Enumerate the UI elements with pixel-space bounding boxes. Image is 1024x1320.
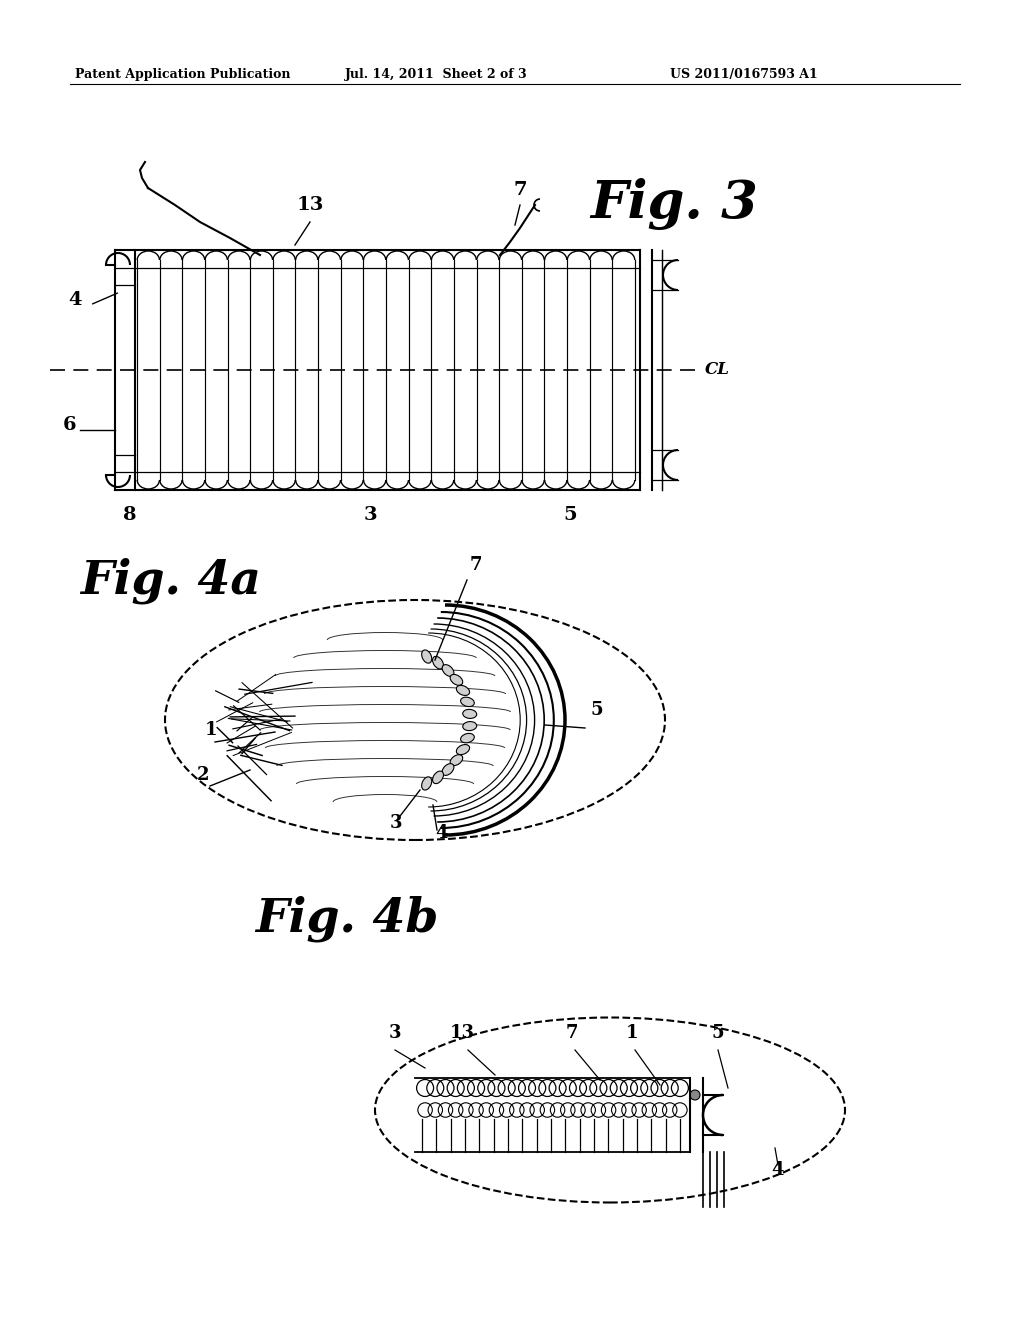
Ellipse shape [442,763,454,775]
Text: 7: 7 [470,556,482,574]
Circle shape [690,1090,700,1100]
Text: 3: 3 [364,506,377,524]
Text: CL: CL [705,362,730,379]
Ellipse shape [461,697,474,706]
Text: 4: 4 [435,824,447,842]
Text: 2: 2 [197,766,210,784]
Ellipse shape [442,664,454,676]
Text: 13: 13 [450,1024,474,1041]
Text: 4: 4 [772,1162,784,1179]
Text: Fig. 3: Fig. 3 [590,178,758,230]
Ellipse shape [457,685,470,696]
Ellipse shape [432,656,443,669]
Text: 8: 8 [123,506,137,524]
Ellipse shape [451,675,463,685]
Text: 13: 13 [296,195,324,214]
Text: 5: 5 [590,701,603,719]
Text: Fig. 4b: Fig. 4b [255,895,438,941]
Ellipse shape [422,776,432,791]
Text: 1: 1 [626,1024,638,1041]
Ellipse shape [463,722,477,731]
Ellipse shape [422,649,432,663]
Text: 7: 7 [565,1024,579,1041]
Text: 5: 5 [563,506,577,524]
Ellipse shape [461,734,474,743]
Text: 3: 3 [389,1024,401,1041]
Ellipse shape [432,771,443,784]
Text: Jul. 14, 2011  Sheet 2 of 3: Jul. 14, 2011 Sheet 2 of 3 [345,69,527,81]
Text: 5: 5 [712,1024,724,1041]
Text: 6: 6 [63,416,77,434]
Ellipse shape [451,755,463,766]
Text: Fig. 4a: Fig. 4a [80,558,261,605]
Ellipse shape [463,709,477,718]
Text: Patent Application Publication: Patent Application Publication [75,69,291,81]
Text: 4: 4 [69,290,82,309]
Ellipse shape [457,744,470,755]
Text: 7: 7 [513,181,526,199]
Text: 3: 3 [390,814,402,832]
Text: 1: 1 [205,721,217,739]
Text: US 2011/0167593 A1: US 2011/0167593 A1 [670,69,818,81]
